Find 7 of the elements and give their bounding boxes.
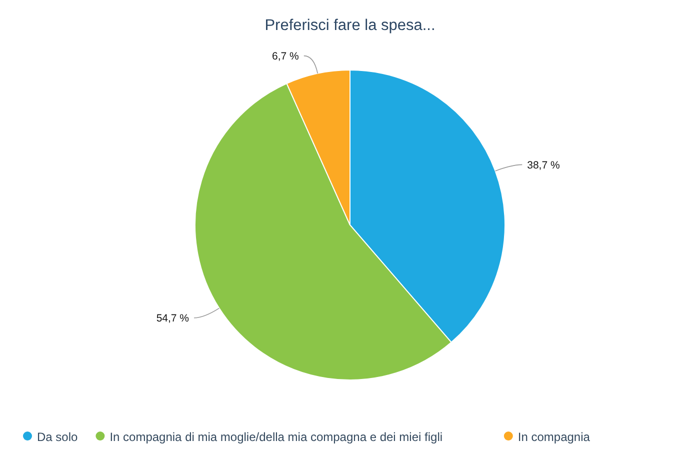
data-label: 6,7 % <box>272 50 299 62</box>
legend-label: In compagnia <box>518 430 590 444</box>
data-label: 54,7 % <box>156 312 190 325</box>
data-label: 38,7 % <box>527 159 560 172</box>
legend-label: Da solo <box>37 430 78 444</box>
legend-label: In compagnia di mia moglie/della mia compagna e dei miei figli <box>110 430 443 444</box>
chart-title: Preferisci fare la spesa... <box>264 17 436 34</box>
